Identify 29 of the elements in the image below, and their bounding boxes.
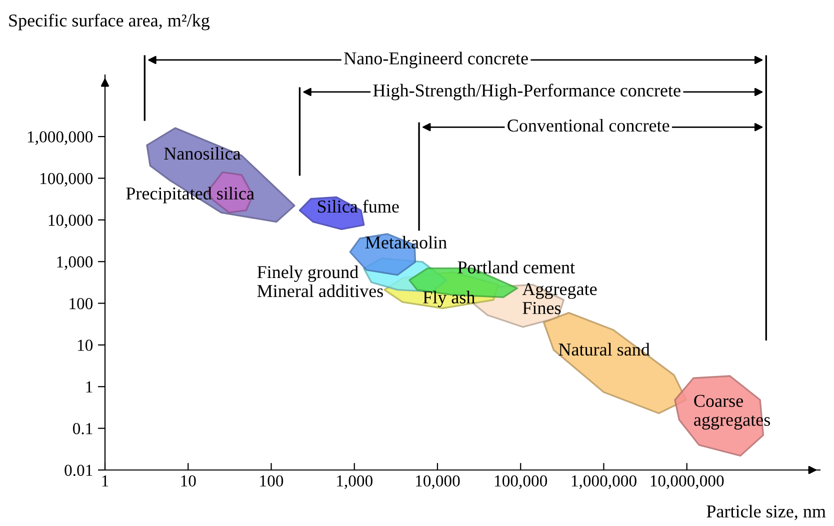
x-tick-label: 10,000 [416, 475, 460, 489]
annotation: Natural sand [558, 342, 650, 356]
x-tick-label: 10 [181, 475, 196, 487]
y-tick-label: 1,000,000 [28, 131, 93, 145]
x-tick-label: 1,000 [337, 475, 372, 489]
annotation: Nanosilica [164, 147, 241, 160]
annotation: High-Strength/High-Performance concrete [373, 84, 680, 100]
x-tick-label: 1,000,000 [572, 475, 636, 489]
x-tick-label: 10,000,000 [650, 475, 724, 489]
annotation: Portland cement [458, 260, 575, 274]
y-tick-label: 100,000 [40, 172, 93, 187]
y-tick-label: 10 [78, 340, 93, 351]
y-axis-title: Specific surface area, m²/kg [9, 14, 210, 30]
text: Nano-Engineerd concrete [344, 52, 528, 68]
annotation: Coarse aggregates [694, 394, 770, 430]
x-axis-title: Particle size, nm [706, 504, 826, 520]
annotation: Aggregate Fines [522, 283, 597, 314]
y-tick-label: 0.01 [64, 464, 92, 476]
annotation: Finely ground Mineral additives [257, 266, 383, 298]
y-tick-label: 0.1 [72, 423, 92, 434]
x-tick-label: 100 [260, 475, 284, 487]
y-tick-label: 10,000 [48, 214, 93, 228]
x-tick-label: 1 [102, 475, 108, 486]
y-tick-label: 100 [70, 298, 93, 310]
x-tick-label: 100,000 [494, 475, 548, 489]
y-tick-label: 1,000 [57, 256, 93, 270]
annotation: Conventional concrete [508, 118, 670, 132]
y-tick-label: 1 [86, 381, 92, 392]
annotation: Silica fume [318, 200, 399, 213]
